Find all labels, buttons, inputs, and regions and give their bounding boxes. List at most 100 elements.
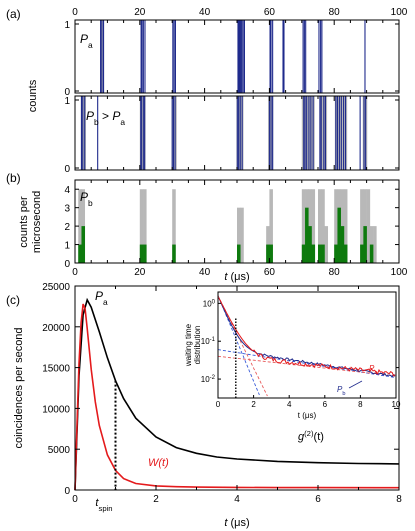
panel-c-xtick-label-1: 2 (153, 494, 159, 505)
panel-b-ytick-label-3: 3 (64, 204, 70, 215)
panel-c-annot-Pa: Pa (95, 289, 108, 307)
panel-c-annot-W: W(t) (148, 457, 169, 469)
panel-b-gray-bar-12 (311, 189, 316, 263)
panel-b-gray-bar-4 (172, 189, 176, 263)
panel-b-green-bar-4 (172, 244, 176, 263)
inset-ylabel-2: distribution (193, 326, 202, 365)
inset-xtick-label-3: 6 (323, 400, 328, 409)
inset-legend-Pb-part-1: b (342, 391, 345, 397)
panel-b-green-bar-17 (343, 244, 348, 263)
panel-a-bottom-label-part-0: P (86, 109, 94, 123)
panel-b-green-bar-5 (237, 244, 241, 263)
panel-label-b: (b) (6, 171, 21, 185)
panel-b-label-part-1: b (88, 198, 93, 208)
panel-c-xlabel-part-0: t (224, 517, 228, 529)
inset-fit-red-fast (217, 295, 268, 397)
panel-b-ylabel-1: counts per (18, 196, 30, 248)
panel-b-green-bar-10 (308, 226, 312, 263)
panel-b-green-bar-19 (363, 226, 367, 263)
panel-b-gray-bar-20 (360, 189, 364, 263)
panel-a-xtick-label-0: 0 (72, 7, 78, 18)
panel-b-gray-bar-9 (301, 189, 306, 263)
panel-c-annot-tspin-part-1: spin (98, 504, 112, 513)
panel-b-green-bar-6 (266, 244, 270, 263)
panel-a-bottom-gray-block-1 (139, 96, 146, 170)
panel-a-bottom-label: Pb > Pa (86, 109, 125, 127)
inset-legend-Pb-part-0: P (337, 385, 343, 394)
panel-c-annot-Pa-part-0: P (95, 289, 103, 303)
panel-a-xtick-label-2: 40 (199, 7, 211, 18)
panel-b-ytick-label-4: 4 (64, 185, 70, 196)
panel-c-ytick-label-4: 20000 (42, 323, 70, 334)
panel-b-green-bar-16 (340, 226, 345, 263)
inset-ylabel-1: waiting time (184, 323, 193, 367)
inset-ytick-exp-0: 0 (212, 299, 216, 305)
panel-b-ylabel-2: microsecond (31, 191, 43, 253)
inset-legend-Pb: Pb (337, 385, 345, 397)
panel-c-annot-g2-part-0: g (298, 431, 305, 443)
panel-c-annot-g2: g(2)(t) (298, 429, 324, 444)
panel-a-bottom-gray-block-2 (171, 96, 177, 170)
panel-a-xtick-label-4: 80 (329, 7, 341, 18)
panel-b-gray-bar-8 (269, 189, 273, 263)
panel-b-ytick-label-1: 1 (64, 241, 70, 252)
panel-b-gray-bar-13 (318, 189, 322, 263)
inset-ytick-base-1: 10 (201, 337, 210, 346)
panel-b-green-bar-9 (305, 207, 309, 263)
inset-legend-Pb-arrow (348, 380, 363, 389)
panel-a-bottom-label-part-2: > (99, 109, 113, 123)
panel-a-bottom-label-part-1: b (94, 117, 99, 127)
panel-b-green-bar-3 (143, 244, 147, 263)
panel-b-xlabel-part-1: (μs) (227, 271, 249, 283)
panel-c-ytick-label-3: 15000 (42, 364, 70, 375)
panel-b-xtick-label-5: 100 (391, 267, 408, 278)
panel-c-annot-Pa-part-1: a (103, 297, 108, 307)
inset-xtick-label-1: 2 (251, 400, 256, 409)
panel-b-gray-bar-14 (321, 189, 325, 263)
panel-c-xtick-label-2: 4 (234, 494, 240, 505)
panel-b-gray-bar-15 (324, 226, 329, 263)
panel-c-xtick-label-4: 8 (396, 494, 402, 505)
panel-c-ytick-label-0: 0 (64, 486, 70, 497)
panel-c-ylabel: coincidences per second (13, 327, 25, 448)
panel-b-gray-bar-22 (366, 189, 371, 263)
inset-series-Pb (218, 297, 396, 378)
panel-c-xlabel-part-1: (μs) (227, 517, 249, 529)
panel-b-gray-bar-6 (240, 207, 244, 263)
panel-b-green-bar-2 (139, 244, 144, 263)
panel-c-xlabel: t (μs) (224, 517, 249, 529)
inset-ytick-exp-1: -1 (210, 337, 216, 343)
inset-series-Pa (218, 297, 396, 377)
panel-a-bottom-ytick-label-1: 1 (64, 96, 70, 107)
panel-a-bottom-gray-block-0 (80, 96, 87, 170)
inset-xtick-label-5: 10 (392, 400, 401, 409)
panel-b-label-part-0: P (80, 190, 88, 204)
panel-b-label: Pb (80, 190, 93, 208)
panel-b-gray-bar-2 (139, 189, 144, 263)
panel-b-gray-bar-24 (373, 226, 377, 263)
panel-c-annot-tspin-part-0: t (95, 497, 99, 509)
panel-a-top-ytick-label-0: 0 (64, 87, 70, 98)
panel-b-ytick-label-2: 2 (64, 222, 70, 233)
panel-c-xtick-label-0: 0 (72, 494, 78, 505)
panel-b-xtick-label-0: 0 (72, 267, 78, 278)
inset-ytick-label-1: 10-1 (201, 337, 216, 346)
panel-a-xtick-label-1: 20 (134, 7, 146, 18)
panel-b-green-bar-20 (369, 244, 374, 263)
panel-c-xtick-label-3: 6 (315, 494, 321, 505)
panel-c-annot-g2-part-1: (2) (304, 429, 314, 438)
panel-b-xtick-label-1: 20 (134, 267, 146, 278)
inset-legend-Pa-part-1: a (374, 370, 378, 376)
inset-xtick-label-0: 0 (216, 400, 221, 409)
panel-a-top-label-part-0: P (80, 32, 88, 46)
panel-a-bottom-ytick-label-0: 0 (64, 164, 70, 175)
panel-c-series-0-line (74, 297, 400, 491)
inset-ytick-base-2: 10 (201, 375, 210, 384)
inset-ytick-label-0: 100 (203, 299, 216, 308)
panel-c-annot-g2-part-2: (t) (314, 431, 324, 443)
panel-b-green-bar-0 (78, 244, 82, 263)
panel-c-annot-tspin: tspin (95, 497, 112, 513)
panel-b-green-bar-11 (311, 244, 316, 263)
panel-b-green-bar-13 (321, 244, 325, 263)
panel-a-top-ytick-label-1: 1 (64, 20, 70, 31)
